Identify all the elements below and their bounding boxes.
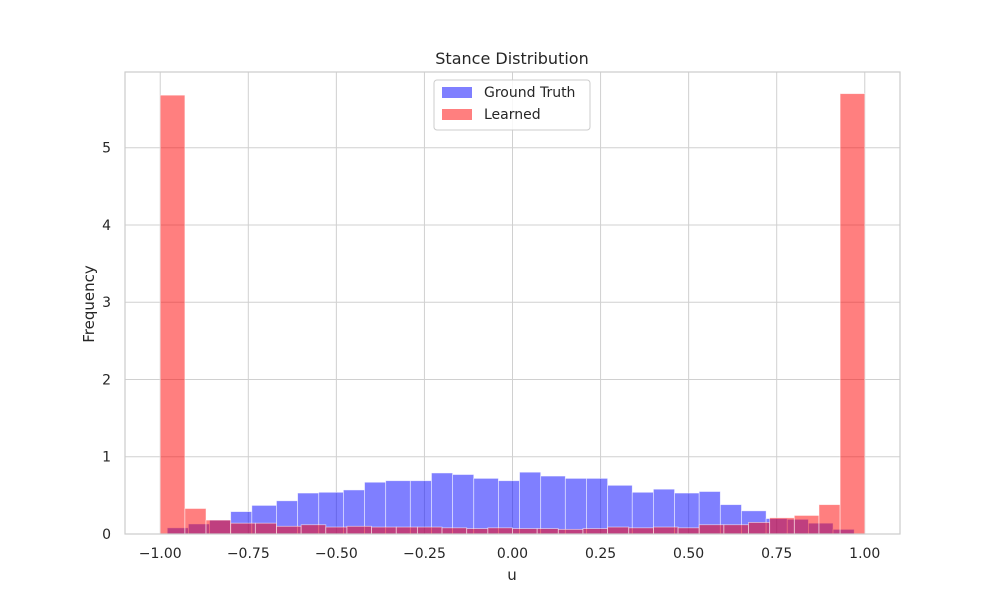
y-tick-label: 3 (102, 295, 111, 311)
plot-frame (124, 71, 901, 535)
x-tick-label: 1.00 (849, 546, 880, 562)
bar-learned (254, 522, 277, 535)
bar-learned (698, 524, 725, 535)
x-tick-label: −1.00 (139, 546, 182, 562)
bar-learned (395, 526, 418, 535)
x-tick-label: −0.50 (315, 546, 358, 562)
x-tick-labels: −1.00 −0.75 −0.50 −0.25 0.00 0.25 0.50 0.75 1.00 (139, 546, 881, 562)
y-tick-label: 5 (102, 141, 111, 157)
bar-learned (512, 528, 538, 535)
bar-learned (441, 527, 468, 535)
bar-learned (607, 526, 630, 535)
y-tick-label: 4 (102, 218, 111, 234)
bar-learned (487, 527, 513, 535)
bar-ground-truth (564, 477, 587, 535)
bar-learned (723, 524, 749, 535)
bar-learned (793, 515, 820, 535)
legend-label-learned: Learned (484, 107, 541, 123)
legend-frame (433, 79, 591, 131)
x-tick-label: 0.00 (497, 546, 528, 562)
y-tick-label: 2 (102, 372, 111, 388)
x-tick-label: −0.75 (227, 546, 270, 562)
bar-learned (184, 508, 207, 535)
x-tick-label: 0.25 (585, 546, 616, 562)
bar-learned (205, 519, 232, 535)
bar-learned (371, 526, 397, 535)
y-tick-labels: 0 1 2 3 4 5 (102, 141, 111, 543)
bar-ground-truth (385, 480, 411, 535)
bar-learned (230, 522, 256, 535)
y-tick-label: 0 (102, 527, 111, 543)
y-axis-label: Frequency (80, 265, 98, 343)
x-axis-label: u (507, 566, 517, 584)
bar-learned (346, 525, 372, 535)
legend-swatch-learned (442, 109, 472, 120)
bar-learned (628, 527, 654, 535)
bar-ground-truth (498, 480, 520, 535)
bar-learned (325, 526, 348, 535)
bar-ground-truth (452, 474, 475, 535)
bar-learned (536, 528, 559, 535)
bar-ground-truth (473, 477, 499, 535)
bar-learned (582, 528, 609, 535)
bar-learned (677, 527, 700, 535)
bar-learned (557, 528, 584, 535)
x-tick-label: 0.75 (761, 546, 792, 562)
legend-swatch-ground-truth (442, 87, 472, 98)
bar-ground-truth (431, 472, 454, 535)
bar-ground-truth (409, 480, 432, 535)
legend-label-ground-truth: Ground Truth (484, 85, 575, 101)
chart-title: Stance Distribution (435, 49, 588, 68)
bar-ground-truth (540, 475, 566, 535)
bar-learned (818, 504, 841, 535)
bar-ground-truth (586, 477, 609, 535)
bar-learned (276, 525, 302, 535)
bar-learned (300, 524, 327, 535)
bar-ground-truth (519, 471, 542, 535)
bar-learned (416, 526, 443, 535)
legend: Ground Truth Learned (433, 79, 591, 131)
bar-learned (839, 93, 866, 535)
bar-learned (653, 526, 679, 535)
x-tick-label: 0.50 (673, 546, 704, 562)
bar-learned (748, 522, 771, 535)
bar-ground-truth (607, 484, 633, 535)
plot-border (124, 71, 901, 535)
bar-learned (769, 517, 795, 535)
bar-ground-truth (674, 492, 700, 535)
bar-learned (159, 94, 186, 535)
bar-learned (466, 528, 489, 535)
x-tick-label: −0.25 (403, 546, 446, 562)
y-tick-label: 1 (102, 450, 111, 466)
